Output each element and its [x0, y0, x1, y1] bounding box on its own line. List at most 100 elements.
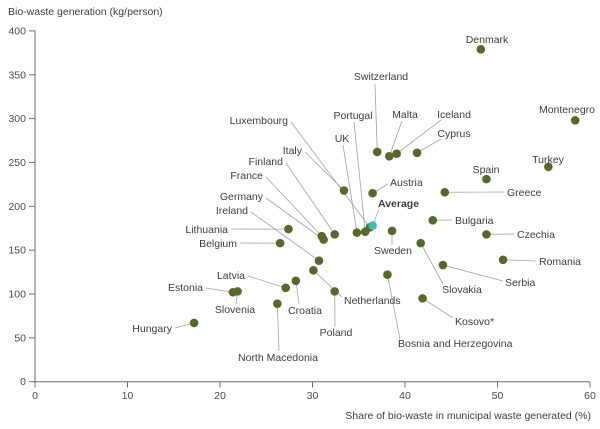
connector-estonia — [205, 287, 234, 293]
connector-serbia — [442, 264, 504, 282]
connector-finland — [285, 162, 336, 235]
x-tick-label: 10 — [122, 390, 134, 402]
point-spain — [482, 174, 491, 184]
point-bosnia-and-herzegovina — [383, 270, 392, 280]
y-tick-label: 300 — [8, 113, 26, 125]
label-portugal: Portugal — [333, 110, 372, 122]
connector-ireland — [250, 211, 320, 261]
label-poland: Poland — [320, 327, 353, 339]
point-lithuania — [284, 224, 293, 234]
x-tick-label: 50 — [492, 390, 504, 402]
point-uk — [352, 228, 362, 237]
y-tick-label: 100 — [8, 289, 26, 301]
x-tick-label: 20 — [214, 390, 226, 402]
label-cyprus: Cyprus — [437, 128, 470, 140]
point-switzerland — [372, 147, 382, 157]
x-tick-label: 0 — [32, 390, 38, 402]
point-hungary — [189, 318, 199, 328]
point-slovakia — [416, 238, 426, 248]
point-netherlands — [309, 266, 318, 275]
label-hungary: Hungary — [132, 323, 172, 335]
connector-portugal — [353, 121, 366, 232]
point-sweden — [387, 226, 397, 236]
label-switzerland: Switzerland — [354, 71, 408, 83]
point-greece — [440, 187, 450, 197]
label-germany: Germany — [220, 191, 264, 203]
point-turkey — [544, 162, 553, 172]
label-france: France — [230, 170, 263, 182]
connector-kosovo — [422, 298, 454, 319]
connector-latvia — [247, 275, 286, 289]
y-tick-label: 250 — [8, 157, 26, 169]
point-average — [368, 221, 377, 230]
point-denmark — [476, 45, 486, 54]
point-montenegro — [570, 116, 580, 125]
point-kosovo — [418, 294, 427, 303]
label-austria: Austria — [390, 177, 423, 189]
y-tick-label: 0 — [20, 376, 26, 388]
label-denmark: Denmark — [466, 34, 509, 46]
connector-slovakia — [420, 242, 444, 285]
label-iceland: Iceland — [437, 109, 471, 121]
point-cyprus — [412, 148, 422, 158]
point-austria — [368, 188, 377, 198]
label-luxembourg: Luxembourg — [230, 115, 289, 127]
y-axis-title: Bio-waste generation (kg/person) — [8, 6, 163, 18]
label-finland: Finland — [249, 156, 284, 168]
label-montenegro: Montenegro — [539, 104, 595, 116]
point-ireland — [314, 256, 324, 265]
point-iceland — [392, 149, 401, 158]
point-malta — [384, 152, 394, 161]
label-romania: Romania — [539, 256, 581, 268]
label-belgium: Belgium — [199, 238, 237, 250]
point-labels: Hungary Estonia Slovenia North Macedonia Bel… — [132, 34, 595, 364]
point-finland — [330, 230, 340, 239]
point-romania — [498, 255, 508, 265]
label-bosnia-and-herzegovina: Bosnia and Herzegovina — [398, 338, 513, 350]
y-tick-label: 50 — [14, 332, 26, 344]
point-germany — [319, 235, 328, 244]
label-sweden: Sweden — [374, 245, 412, 257]
label-malta: Malta — [392, 109, 418, 121]
label-latvia: Latvia — [217, 270, 245, 282]
connector-romania — [503, 259, 537, 262]
label-slovakia: Slovakia — [442, 284, 482, 296]
label-greece: Greece — [507, 187, 542, 199]
label-croatia: Croatia — [288, 305, 322, 317]
connector-bosnia-and-herzegovina — [387, 274, 401, 340]
x-axis-title: Share of bio-waste in municipal waste ge… — [345, 410, 591, 422]
label-estonia: Estonia — [168, 282, 203, 294]
x-tick-label: 60 — [584, 390, 596, 402]
point-poland — [330, 287, 340, 296]
label-czechia: Czechia — [517, 229, 555, 241]
label-netherlands: Netherlands — [344, 295, 401, 307]
connector-iceland — [396, 119, 442, 154]
label-ireland: Ireland — [216, 205, 248, 217]
connector-france — [265, 176, 323, 237]
y-tick-label: 200 — [8, 201, 26, 213]
label-serbia: Serbia — [505, 277, 536, 289]
point-north-macedonia — [273, 299, 282, 308]
connector-luxembourg — [290, 121, 371, 228]
label-turkey: Turkey — [532, 154, 564, 166]
x-tick-label: 30 — [307, 390, 319, 402]
label-uk: UK — [335, 133, 350, 145]
y-tick-label: 400 — [8, 25, 26, 37]
label-italy: Italy — [283, 145, 303, 157]
label-slovenia: Slovenia — [215, 304, 255, 316]
x-tick-label: 40 — [399, 390, 411, 402]
point-italy — [339, 186, 349, 195]
axes: 0 10 20 30 40 50 60 0 50 100 150 200 250 300 350 400 — [8, 25, 596, 402]
point-latvia — [281, 283, 290, 293]
label-average: Average — [378, 198, 419, 210]
connector-uk — [342, 144, 358, 233]
point-serbia — [438, 260, 448, 270]
label-bulgaria: Bulgaria — [455, 215, 494, 227]
connector-cyprus — [416, 138, 442, 154]
connector-malta — [388, 120, 403, 157]
data-points — [189, 45, 580, 328]
point-croatia — [291, 276, 301, 286]
point-slovenia — [233, 287, 242, 296]
point-czechia — [482, 230, 491, 239]
